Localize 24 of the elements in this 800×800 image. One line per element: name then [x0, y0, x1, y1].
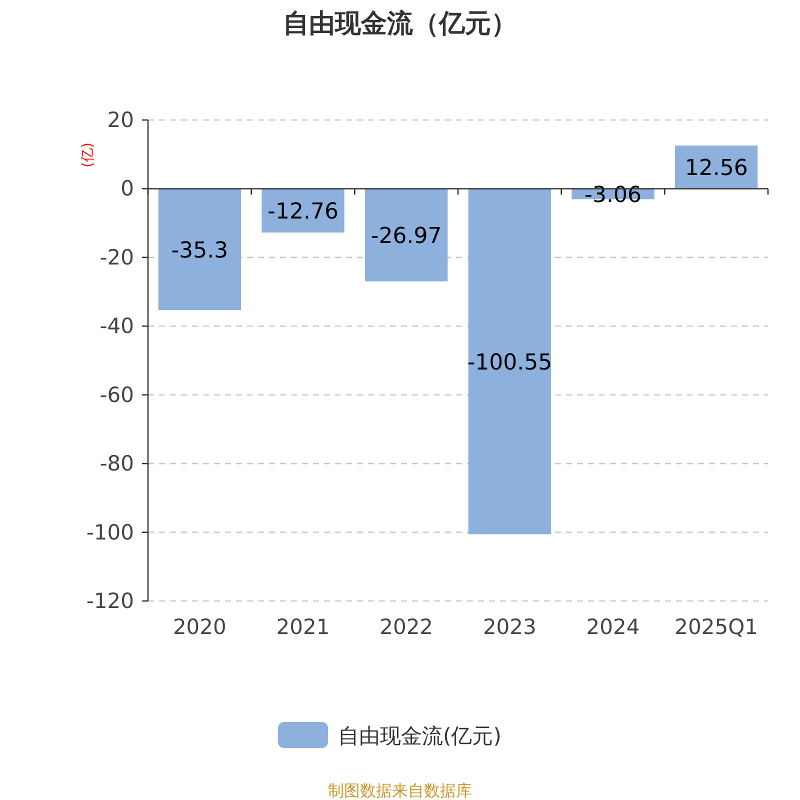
x-tick-label: 2020 — [172, 615, 226, 639]
x-tick-label: 2025Q1 — [674, 615, 758, 639]
data-label: -26.97 — [370, 224, 442, 250]
x-tick-label: 2022 — [380, 615, 434, 639]
legend-label: 自由现金流(亿元) — [338, 724, 502, 748]
data-label: -12.76 — [268, 200, 338, 225]
y-tick-label: -20 — [100, 245, 134, 270]
data-label: -35.3 — [171, 238, 228, 264]
y-tick-label: 0 — [120, 176, 134, 201]
x-tick-label: 2023 — [482, 615, 536, 639]
x-tick-label: 2021 — [276, 615, 330, 639]
x-tick-label: 2024 — [586, 615, 640, 639]
data-label: 12.56 — [684, 156, 748, 182]
y-axis-title: (亿) — [80, 142, 96, 168]
data-label: -100.55 — [467, 350, 552, 376]
y-tick-label: -80 — [100, 452, 134, 476]
chart-title: 自由现金流（亿元） — [283, 9, 517, 39]
y-tick-label: -100 — [86, 520, 134, 544]
text: 制图数据来自数据库 — [328, 781, 472, 800]
y-tick-label: 20 — [107, 108, 134, 132]
data-label: -3.06 — [584, 182, 642, 208]
y-tick-label: -120 — [86, 589, 134, 613]
y-tick-label: -40 — [100, 314, 134, 338]
y-tick-label: -60 — [100, 382, 134, 407]
